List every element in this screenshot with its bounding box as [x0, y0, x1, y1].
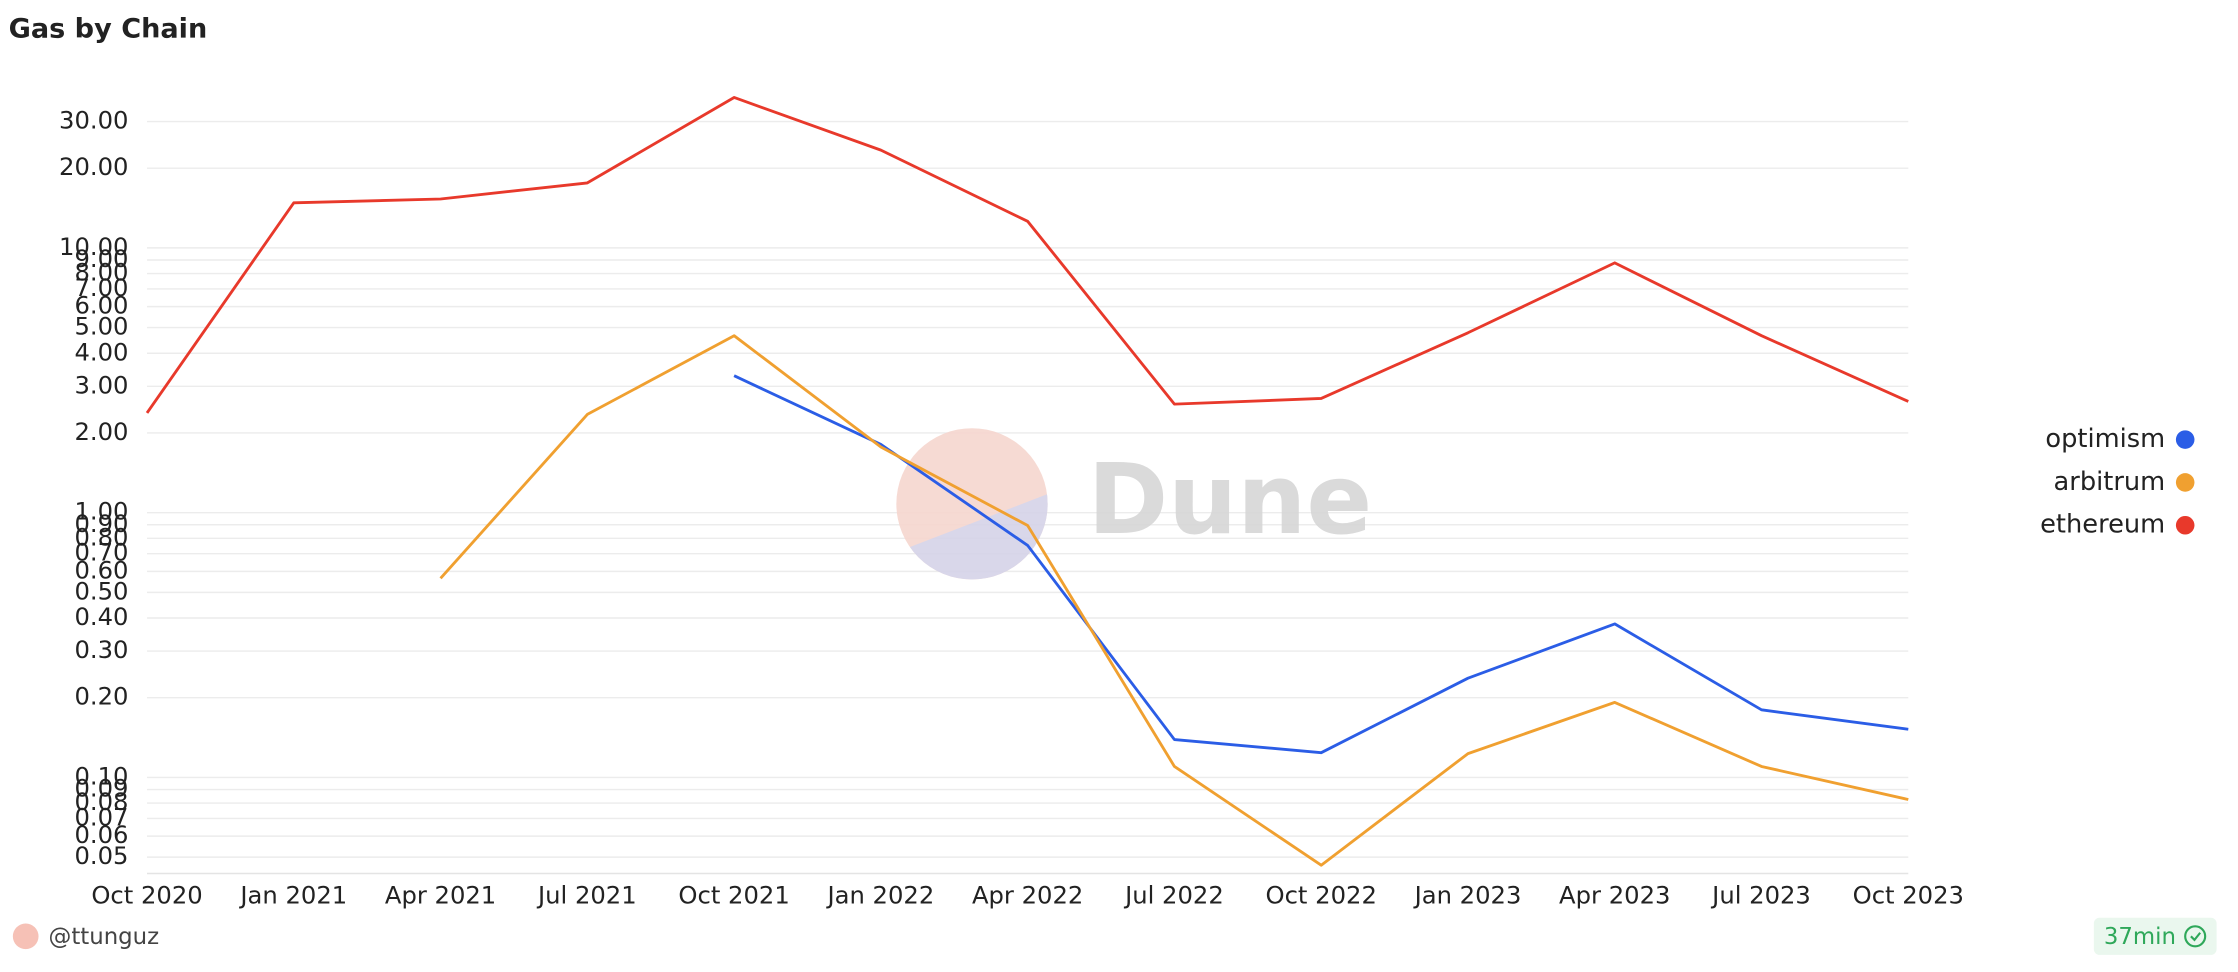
legend-swatch — [2175, 473, 2195, 492]
author-avatar — [12, 923, 39, 950]
legend-label: optimism — [2045, 424, 2165, 454]
y-tick-label: 7.00 — [74, 273, 128, 302]
y-tick-label: 0.20 — [74, 682, 128, 711]
y-tick-label: 0.05 — [74, 841, 128, 870]
author[interactable]: @ttunguz — [49, 924, 160, 950]
y-tick-label: 5.00 — [74, 312, 128, 341]
y-tick-label: 3.00 — [74, 370, 128, 399]
x-tick-label: Oct 2023 — [1853, 880, 1964, 909]
x-tick-label: Jan 2023 — [1413, 880, 1522, 909]
freshness: 37min — [2104, 924, 2176, 950]
series-line — [145, 96, 1909, 414]
y-tick-label: 20.00 — [59, 152, 128, 181]
y-tick-label: 6.00 — [74, 291, 128, 320]
y-tick-label: 0.09 — [74, 774, 128, 803]
legend-label: arbitrum — [2054, 467, 2166, 497]
legend-swatch — [2175, 430, 2195, 449]
series-line — [439, 334, 1909, 867]
y-tick-label: 0.06 — [74, 820, 128, 849]
y-tick-label: 0.08 — [74, 787, 128, 816]
y-tick-label: 8.00 — [74, 258, 128, 287]
chart-title: Gas by Chain — [9, 13, 208, 44]
x-tick-label: Jan 2021 — [238, 880, 347, 909]
x-tick-label: Jul 2022 — [1123, 880, 1224, 909]
series-line — [733, 374, 1909, 755]
watermark-text: Dune — [1088, 443, 1373, 556]
y-tick-label: 30.00 — [59, 106, 128, 135]
y-tick-label: 0.30 — [74, 635, 128, 664]
freshness-check — [2190, 932, 2202, 942]
freshness-badge — [2093, 917, 2217, 955]
x-tick-label: Oct 2021 — [678, 880, 789, 909]
y-tick-label: 0.90 — [74, 509, 128, 538]
y-tick-label: 9.00 — [74, 244, 128, 273]
y-tick-label: 0.60 — [74, 555, 128, 584]
y-tick-label: 1.00 — [74, 497, 128, 526]
y-tick-label: 0.10 — [74, 761, 128, 790]
y-tick-label: 2.00 — [74, 417, 128, 446]
x-tick-label: Jul 2023 — [1710, 880, 1811, 909]
x-tick-label: Jul 2021 — [536, 880, 637, 909]
x-tick-label: Apr 2022 — [972, 880, 1083, 909]
freshness-icon — [2184, 925, 2207, 948]
x-tick-label: Apr 2023 — [1559, 880, 1670, 909]
y-tick-label: 4.00 — [74, 337, 128, 366]
x-tick-label: Apr 2021 — [385, 880, 496, 909]
x-tick-label: Oct 2020 — [91, 880, 202, 909]
x-tick-label: Oct 2022 — [1266, 880, 1377, 909]
legend-label: ethereum — [2040, 510, 2165, 540]
legend-swatch — [2175, 515, 2195, 535]
y-tick-label: 0.70 — [74, 538, 128, 567]
y-tick-label: 0.80 — [74, 522, 128, 551]
x-tick-label: Jan 2022 — [825, 880, 934, 909]
y-tick-label: 0.40 — [74, 602, 128, 631]
y-tick-label: 0.07 — [74, 802, 128, 831]
y-tick-label: 10.00 — [59, 232, 128, 261]
y-tick-label: 0.50 — [74, 576, 128, 605]
